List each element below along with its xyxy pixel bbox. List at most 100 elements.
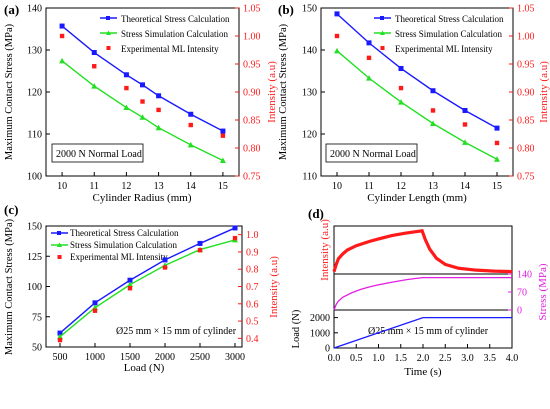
x-tick-label: 1.0 — [372, 353, 385, 364]
y-tick-label: 110 — [302, 172, 317, 183]
annotation-text: Ø25 mm × 15 mm of cylinder — [368, 326, 489, 337]
x-tick-label: 14 — [460, 181, 470, 192]
y-tick-label: 150 — [27, 222, 42, 233]
data-point — [187, 141, 194, 148]
panel-c: (c) 500 1000 1500 2000 2500 3000 50 75 100 125 15… — [4, 202, 280, 374]
data-point — [92, 64, 97, 69]
data-point — [334, 47, 340, 54]
x-tick-label: 2500 — [190, 352, 210, 363]
y2-tick-label: 1.00 — [517, 32, 535, 43]
y2-axis-label: Intensity (a.u) — [266, 61, 278, 123]
y2-tick-label: 0.95 — [243, 60, 261, 71]
legend-marker-experimental — [380, 46, 385, 50]
y2-tick-label: 0.6 — [246, 299, 259, 310]
x-tick-label: 4.0 — [506, 353, 519, 364]
data-point — [127, 277, 133, 283]
data-point — [430, 88, 436, 94]
legend-text-simulation: Stress Simulation Calculation — [395, 29, 502, 39]
y-tick-label: 140 — [27, 4, 42, 15]
x-axis-label: Load (N) — [124, 362, 165, 374]
data-point — [91, 50, 97, 56]
legend-text-theoretical: Theoretical Stress Calculation — [395, 14, 504, 24]
y2-tick-label: 0 — [517, 306, 522, 317]
x-tick-label: 15 — [218, 181, 228, 192]
y-tick-label: 0 — [325, 344, 330, 355]
panel-label: (d) — [308, 206, 324, 221]
y-axis-label: Maximum Contact Stress (MPa) — [278, 23, 289, 160]
data-point — [57, 337, 63, 343]
panel-label: (c) — [4, 202, 18, 217]
y-tick-label: 120 — [27, 88, 42, 99]
data-point — [430, 120, 436, 126]
data-point — [123, 104, 130, 111]
y2-tick-label: 0.8 — [246, 265, 259, 276]
y2-tick-label: 0.80 — [243, 144, 261, 155]
y2-tick-label: 0.75 — [517, 172, 535, 183]
y2-tick-label: 0.85 — [517, 116, 535, 127]
y2-tick-label: 70 — [517, 288, 527, 299]
legend-text-experimental: Experimental ML Intensity — [395, 44, 493, 54]
data-point — [494, 156, 500, 162]
annotation-text: 2000 N Normal Load — [56, 149, 142, 160]
data-point — [462, 139, 468, 145]
series — [334, 33, 500, 146]
x-tick-label: 2000 — [155, 352, 175, 363]
data-point — [162, 265, 168, 270]
y2-tick-label: 0.85 — [243, 116, 261, 127]
panel-label: (b) — [278, 2, 294, 17]
panel-a: (a) 10 11 12 13 14 15 100 110 120 130 140 0.75 0.8… — [4, 2, 278, 204]
data-point — [156, 93, 162, 99]
y-tick-label: 50 — [32, 343, 42, 354]
legend-text-experimental: Experimental ML Intensity — [70, 252, 168, 262]
data-point — [92, 308, 98, 313]
data-point — [57, 330, 63, 336]
data-point — [123, 72, 129, 78]
series — [334, 11, 500, 131]
data-point — [92, 300, 98, 306]
y-tick-label: 75 — [32, 312, 42, 323]
data-point — [334, 11, 340, 17]
x-axis-label: Cylinder Radius (mm) — [93, 192, 192, 204]
x-tick-label: 3.5 — [484, 353, 497, 364]
series-line — [333, 276, 512, 311]
data-point — [232, 225, 238, 231]
series — [59, 23, 226, 134]
legend-marker-experimental — [106, 46, 111, 50]
series — [59, 57, 226, 163]
data-point — [156, 107, 161, 113]
series-line — [336, 50, 498, 160]
y-tick-label: 150 — [302, 4, 317, 15]
x-tick-label: 1500 — [120, 352, 140, 363]
y2-tick-label: 0.9 — [246, 247, 259, 258]
series — [334, 47, 500, 162]
x-tick-label: 0.5 — [350, 353, 363, 364]
x-tick-label: 3.0 — [461, 353, 474, 364]
series-line — [336, 13, 498, 129]
y2-tick-label: 0.4 — [246, 334, 259, 345]
legend-text-theoretical: Theoretical Stress Calculation — [121, 14, 230, 24]
legend-text-simulation: Stress Simulation Calculation — [70, 240, 177, 250]
x-tick-label: 11 — [364, 181, 374, 192]
data-point — [366, 55, 372, 61]
y2-tick-label: 140 — [517, 270, 532, 281]
y2-axis-label: Intensity (a.u) — [538, 61, 550, 123]
data-point — [398, 99, 404, 105]
x-tick-label: 13 — [154, 181, 164, 192]
data-point — [127, 281, 133, 288]
y2-tick-label: 0.90 — [243, 88, 261, 99]
data-point — [59, 23, 65, 29]
y2-tick-label: 0.5 — [246, 317, 259, 328]
data-point — [59, 33, 65, 39]
series — [57, 225, 238, 336]
x-axis-label: Time (s) — [404, 366, 442, 378]
data-point — [197, 248, 203, 253]
legend-text-experimental: Experimental ML Intensity — [121, 44, 219, 54]
y-tick-label: 125 — [27, 252, 42, 263]
x-tick-label: 12 — [396, 181, 406, 192]
legend-text-theoretical: Theoretical Stress Calculation — [70, 228, 179, 238]
legend-marker-theoretical — [106, 16, 110, 20]
x-tick-label: 13 — [428, 181, 438, 192]
series-line — [59, 227, 236, 334]
x-tick-label: 3000 — [225, 352, 245, 363]
y2-axis-label: Intensity (a.u) — [268, 256, 280, 318]
